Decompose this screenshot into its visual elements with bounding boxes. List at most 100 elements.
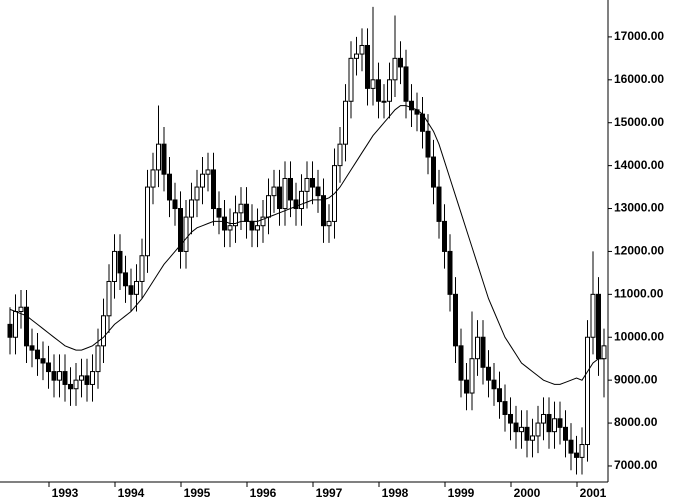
candle-body [29,345,35,351]
candle-body [255,225,260,231]
candle-body [68,383,73,390]
candle-body [376,79,381,102]
x-tick-label: 1995 [184,486,211,500]
candle-body [128,285,134,295]
candle-body [568,439,574,454]
y-tick-label: 14000.00 [614,158,664,172]
candle-body [392,57,398,81]
candle-body [84,375,90,385]
candle-body [101,315,106,347]
candle-body [90,371,95,385]
candle-body [62,371,68,385]
candle-body [150,169,156,188]
candle-body [40,358,46,364]
candle-body [557,418,563,428]
candle-body [513,422,519,433]
x-tick-label: 1999 [448,486,475,500]
candle-body [233,212,238,227]
candle-body [145,186,150,257]
candle-body [403,66,409,102]
y-tick-label: 16000.00 [614,72,664,86]
candle-body [480,336,486,368]
moving-average-line [9,105,604,385]
candle-body [436,186,442,222]
candle-body [7,323,13,338]
y-tick-label: 17000.00 [614,29,664,43]
candle-body [172,199,178,210]
candle-body [381,100,387,103]
candle-body [458,345,464,381]
candle-body [579,444,585,458]
candle-body [271,186,277,197]
y-tick-label: 11000.00 [614,287,664,301]
candle-body [288,177,293,201]
candle-body [469,358,475,394]
candle-body [79,375,84,381]
candle-body [123,272,128,287]
candle-body [552,418,557,433]
candle-body [359,44,365,55]
x-tick-label: 2000 [514,486,541,500]
candle-body [293,199,299,210]
candle-body [596,293,601,360]
candle-body [35,349,40,360]
x-tick-label: 1993 [52,486,79,500]
candle-body [354,53,359,59]
y-tick-label: 8000.00 [614,415,658,429]
candle-body [95,345,101,373]
candle-body [541,413,546,424]
candle-body [442,220,447,252]
candle-body [249,220,255,231]
candle-body [348,57,354,102]
candle-body [524,426,530,441]
y-tick-label: 15000.00 [614,115,664,129]
candle-body [370,79,376,89]
candle-body [315,186,321,197]
candle-body [574,452,579,458]
candle-body [178,208,183,252]
candle-body [18,306,24,313]
candle-body [46,362,51,373]
candle-body [304,177,310,192]
candle-body [601,345,607,360]
x-tick-label: 1998 [382,486,409,500]
candle-body [343,100,348,145]
candle-body [57,371,62,381]
candle-body [117,250,123,274]
candle-body [299,190,304,210]
candle-body [486,366,491,381]
y-tick-label: 7000.00 [614,458,658,472]
candle-body [519,426,524,433]
candle-body [183,216,189,252]
candle-body [277,186,282,210]
candle-body [282,177,288,210]
candle-body [194,186,200,201]
candle-body [205,169,211,175]
candle-body [51,371,57,381]
x-tick-label: 2001 [580,486,607,500]
y-tick-label: 12000.00 [614,244,664,258]
candle-body [112,250,117,282]
candle-body [502,401,508,415]
x-tick-label: 1997 [316,486,343,500]
candle-body [156,143,161,171]
candle-body [491,379,497,390]
candle-body [464,379,469,394]
candle-body [563,426,568,441]
candle-body [134,280,139,295]
candle-body [387,79,392,102]
x-tick-label: 1994 [118,486,145,500]
candle-body [189,199,194,218]
candle-body [475,336,480,360]
candle-body [535,422,541,437]
candle-body [244,203,249,222]
candle-body [167,173,172,201]
candle-body [200,173,205,188]
candle-body [425,130,431,158]
candle-body [106,280,112,317]
candle-body [530,435,535,441]
candle-body [326,220,332,227]
candle-body [497,388,502,403]
candle-body [266,195,271,218]
